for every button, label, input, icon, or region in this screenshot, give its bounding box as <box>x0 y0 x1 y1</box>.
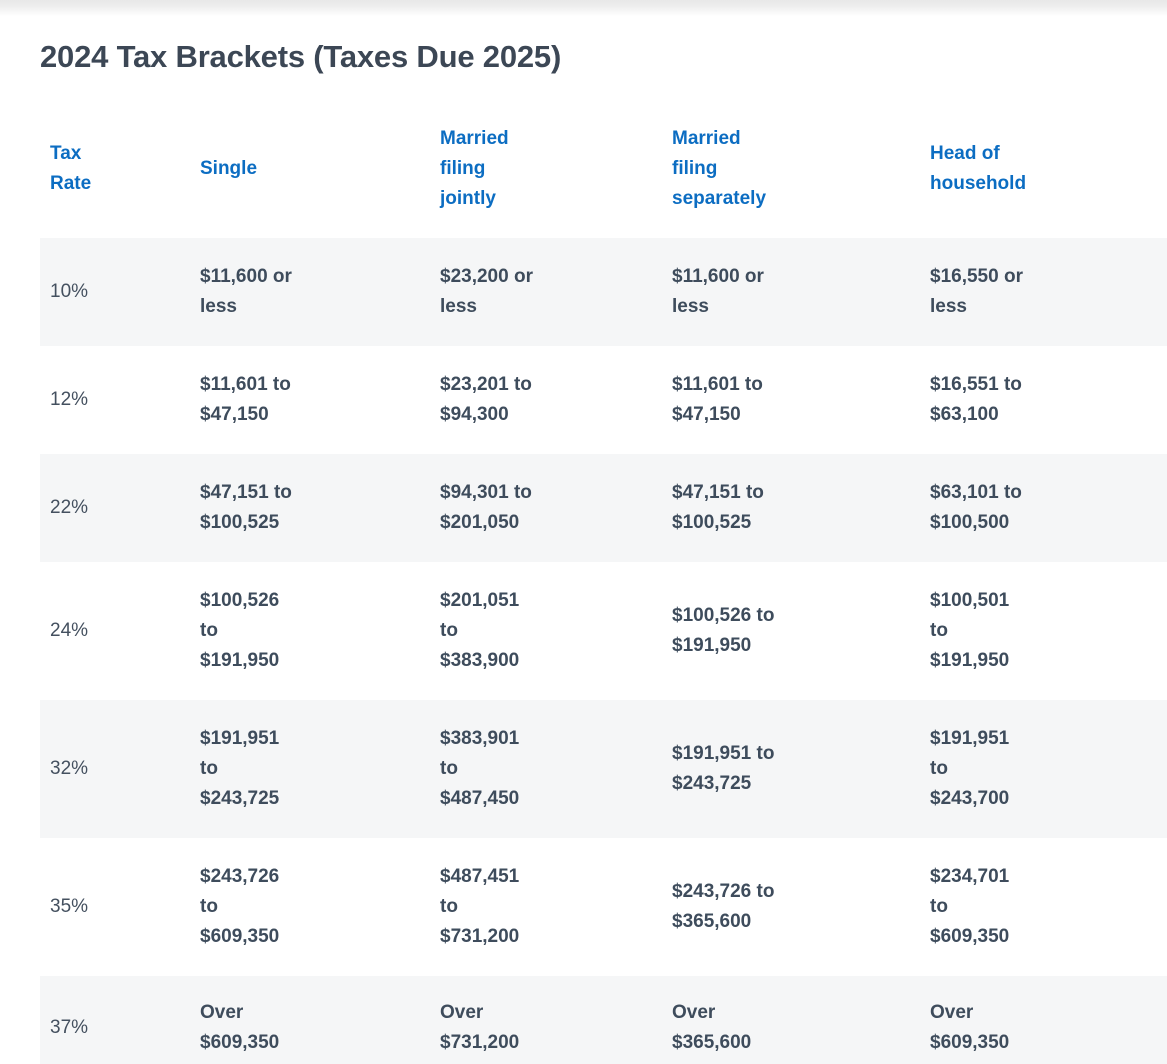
head-of-household-cell: Over $609,350 <box>930 1002 1010 1053</box>
tax-rate-cell: 22% <box>50 497 89 518</box>
married-filing-separately-cell: $47,151 to $100,525 <box>672 482 764 533</box>
head-of-household-cell: $16,550 or less <box>930 266 1023 317</box>
married-filing-separately-cell: $191,951 to $243,725 <box>672 743 775 794</box>
single-cell: $47,151 to $100,525 <box>200 482 292 533</box>
married-filing-jointly-cell: $23,201 to $94,300 <box>440 374 532 425</box>
col-header-married-filing-jointly: Married filing jointly <box>440 128 509 209</box>
table-row: 24% $100,526 to $191,950 $201,051 to $38… <box>40 562 1167 700</box>
tax-rate-cell: 12% <box>50 389 89 410</box>
tax-rate-cell: 24% <box>50 620 89 641</box>
married-filing-separately-cell: Over $365,600 <box>672 1002 752 1053</box>
table-row: 32% $191,951 to $243,725 $383,901 to $48… <box>40 700 1167 838</box>
married-filing-jointly-cell: $23,200 or less <box>440 266 533 317</box>
top-border-strip <box>0 0 1167 16</box>
married-filing-jointly-cell: $487,451 to $731,200 <box>440 866 520 947</box>
single-cell: $11,601 to $47,150 <box>200 374 291 425</box>
head-of-household-cell: $63,101 to $100,500 <box>930 482 1022 533</box>
tax-rate-cell: 37% <box>50 1017 89 1038</box>
table-row: 22% $47,151 to $100,525 $94,301 to $201,… <box>40 454 1167 562</box>
page-title: 2024 Tax Brackets (Taxes Due 2025) <box>40 39 562 74</box>
tax-rate-cell: 32% <box>50 758 89 779</box>
married-filing-separately-cell: $11,601 to $47,150 <box>672 374 763 425</box>
col-header-married-filing-separately: Married filing separately <box>672 128 767 209</box>
col-header-head-of-household: Head of household <box>930 143 1027 194</box>
married-filing-separately-cell: $243,726 to $365,600 <box>672 881 775 932</box>
head-of-household-cell: $16,551 to $63,100 <box>930 374 1022 425</box>
married-filing-separately-cell: $100,526 to $191,950 <box>672 605 775 656</box>
table-row: 10% $11,600 or less $23,200 or less $11,… <box>40 238 1167 346</box>
single-cell: $191,951 to $243,725 <box>200 728 280 809</box>
tax-rate-cell: 35% <box>50 896 89 917</box>
tax-brackets-table: Tax Rate Single Married filing jointly M… <box>40 78 1167 1064</box>
single-cell: $100,526 to $191,950 <box>200 590 280 671</box>
table-row: 37% Over $609,350 Over $731,200 Over $36… <box>40 976 1167 1064</box>
col-header-single: Single <box>200 158 258 179</box>
head-of-household-cell: $191,951 to $243,700 <box>930 728 1010 809</box>
married-filing-jointly-cell: $94,301 to $201,050 <box>440 482 532 533</box>
single-cell: $243,726 to $609,350 <box>200 866 280 947</box>
tax-rate-cell: 10% <box>50 281 89 302</box>
head-of-household-cell: $234,701 to $609,350 <box>930 866 1010 947</box>
married-filing-separately-cell: $11,600 or less <box>672 266 764 317</box>
single-cell: Over $609,350 <box>200 1002 280 1053</box>
married-filing-jointly-cell: $383,901 to $487,450 <box>440 728 520 809</box>
table-row: 12% $11,601 to $47,150 $23,201 to $94,30… <box>40 346 1167 454</box>
single-cell: $11,600 or less <box>200 266 292 317</box>
header-row: Tax Rate Single Married filing jointly M… <box>40 78 1167 238</box>
table-row: 35% $243,726 to $609,350 $487,451 to $73… <box>40 838 1167 976</box>
married-filing-jointly-cell: $201,051 to $383,900 <box>440 590 520 671</box>
head-of-household-cell: $100,501 to $191,950 <box>930 590 1010 671</box>
col-header-tax-rate: Tax Rate <box>50 143 92 194</box>
married-filing-jointly-cell: Over $731,200 <box>440 1002 520 1053</box>
